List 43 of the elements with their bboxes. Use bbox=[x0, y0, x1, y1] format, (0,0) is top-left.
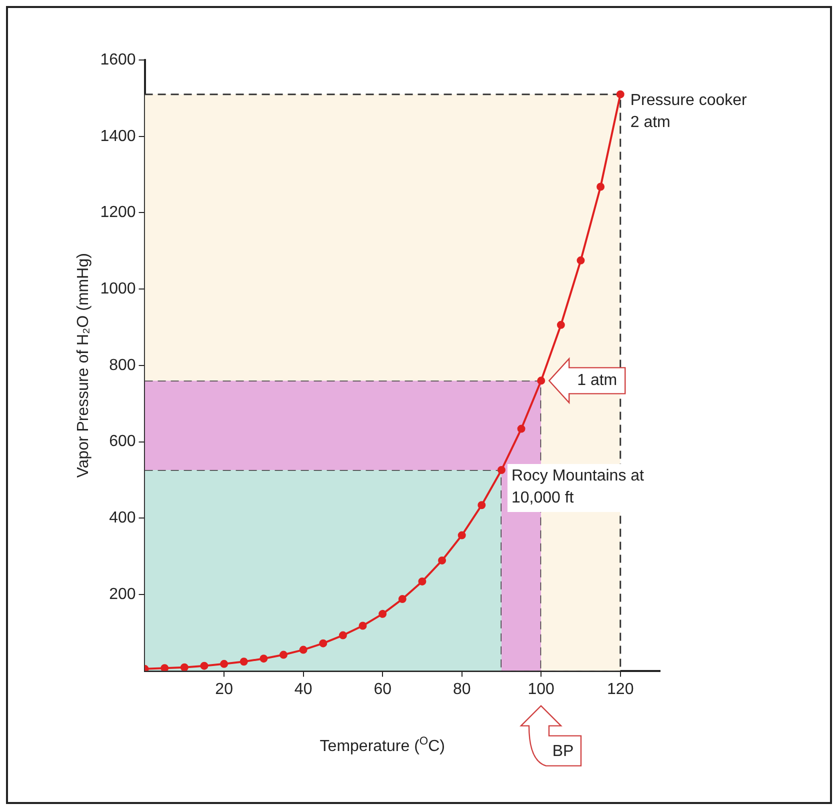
point bbox=[616, 90, 624, 98]
y-tick-label: 400 bbox=[109, 510, 136, 527]
y-tick-label: 1400 bbox=[100, 128, 136, 145]
point bbox=[537, 376, 546, 385]
point bbox=[438, 556, 446, 564]
annotation: 1 atm bbox=[577, 372, 618, 390]
text: BP bbox=[552, 743, 574, 760]
y-tick-label: 1600 bbox=[100, 51, 136, 68]
point bbox=[517, 424, 526, 433]
point bbox=[180, 663, 188, 671]
point bbox=[458, 531, 466, 540]
x-tick-label: 100 bbox=[528, 680, 555, 698]
y-tick-label: 600 bbox=[109, 433, 136, 450]
y-axis-title: Vapor Pressure of H₂O (mmHg) bbox=[75, 253, 92, 478]
point bbox=[260, 654, 268, 663]
point bbox=[220, 660, 228, 668]
point bbox=[596, 182, 605, 191]
point bbox=[299, 646, 308, 654]
y-tick-label: 200 bbox=[109, 586, 136, 603]
point bbox=[160, 664, 169, 671]
point bbox=[319, 639, 328, 648]
point bbox=[478, 501, 486, 510]
x-tick-label: 120 bbox=[607, 680, 634, 698]
y-tick-label: 1200 bbox=[100, 204, 136, 222]
point bbox=[280, 650, 288, 659]
point bbox=[338, 631, 347, 640]
point bbox=[418, 577, 426, 586]
y-tick-label: 1000 bbox=[100, 280, 136, 298]
point bbox=[378, 610, 387, 618]
point bbox=[398, 595, 406, 604]
y-tick-label: 800 bbox=[109, 356, 136, 374]
point bbox=[200, 662, 208, 670]
point bbox=[556, 320, 565, 329]
annotation: Rocy Mountains at 10,000 ft bbox=[511, 467, 645, 506]
x-tick-label: 80 bbox=[452, 680, 471, 698]
x-tick-label: 40 bbox=[294, 680, 312, 698]
x-tick-label: 60 bbox=[374, 680, 392, 698]
point bbox=[576, 256, 585, 264]
point bbox=[240, 658, 248, 666]
annotation: Pressure cooker 2 atm bbox=[630, 92, 748, 131]
point bbox=[497, 466, 506, 474]
point bbox=[358, 622, 367, 630]
x-tick-label: 20 bbox=[215, 680, 234, 698]
